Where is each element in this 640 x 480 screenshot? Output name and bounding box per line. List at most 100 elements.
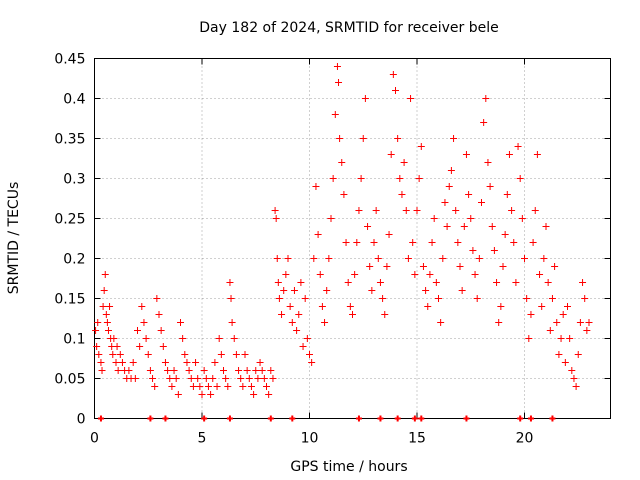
data-point [299, 343, 307, 350]
data-point [349, 311, 356, 318]
y-tick-label: 0.2 [63, 252, 85, 268]
data-point [385, 231, 393, 238]
baseline-marker [147, 415, 154, 422]
data-point [531, 207, 539, 214]
baseline-marker [394, 415, 401, 422]
data-point [134, 327, 141, 334]
data-point [194, 375, 202, 382]
data-point [278, 311, 286, 318]
data-point [267, 367, 275, 374]
y-tick-label: 0.1 [63, 332, 85, 348]
data-point [467, 215, 475, 222]
data-point [260, 375, 268, 382]
data-point [213, 383, 221, 390]
data-point [366, 263, 374, 270]
data-point [228, 319, 236, 326]
data-point [125, 367, 133, 374]
data-point [546, 327, 554, 334]
data-point [512, 279, 520, 286]
data-point [458, 287, 466, 294]
data-point [220, 367, 227, 374]
data-point [187, 375, 195, 382]
data-point [113, 343, 121, 350]
data-point [566, 335, 574, 342]
data-point [387, 151, 395, 158]
data-point [364, 223, 372, 230]
data-point [555, 351, 563, 358]
data-point [389, 71, 397, 78]
data-point [142, 335, 150, 342]
data-point [293, 327, 301, 334]
data-point [400, 159, 408, 166]
data-point [359, 135, 367, 142]
x-tick-label: 15 [408, 431, 426, 447]
data-point [222, 375, 230, 382]
y-tick-label: 0.3 [63, 172, 85, 188]
data-point [559, 311, 567, 318]
data-point [497, 303, 505, 310]
data-point [155, 311, 163, 318]
data-point [342, 239, 350, 246]
y-tick-label: 0.35 [54, 132, 85, 148]
data-point [92, 327, 100, 334]
data-point [118, 359, 126, 366]
data-point [372, 207, 380, 214]
data-point [183, 359, 191, 366]
data-point [314, 231, 322, 238]
data-point [583, 327, 591, 334]
data-point [353, 239, 361, 246]
data-point [166, 375, 174, 382]
data-point [335, 79, 343, 86]
data-point [243, 367, 251, 374]
y-tick-label: 0.4 [63, 92, 85, 108]
data-point [272, 215, 280, 222]
data-point [103, 319, 111, 326]
baseline-markers [97, 415, 556, 422]
data-point [392, 87, 399, 94]
data-point [344, 279, 352, 286]
data-point [116, 351, 124, 358]
data-point [499, 263, 507, 270]
data-point [336, 135, 344, 142]
data-point [226, 279, 234, 286]
data-point [422, 287, 430, 294]
data-point [510, 239, 518, 246]
baseline-marker [201, 415, 208, 422]
data-point [318, 303, 326, 310]
data-point [252, 367, 260, 374]
data-point [424, 303, 432, 310]
data-point [333, 63, 341, 70]
data-point [538, 303, 546, 310]
data-point [447, 167, 455, 174]
data-point [323, 287, 331, 294]
baseline-marker [355, 415, 362, 422]
data-point [102, 311, 110, 318]
data-point [574, 351, 582, 358]
y-axis-label: SRMTID / TECUs [6, 182, 22, 295]
data-point [181, 351, 189, 358]
data-point [280, 287, 288, 294]
data-point [394, 135, 402, 142]
data-point [503, 191, 511, 198]
data-point [357, 175, 365, 182]
axis-ticks: 0 0.05 0.1 0.15 0.2 0.25 0.3 0.35 0.4 0.45 0 5 10 15 2… [54, 52, 611, 447]
data-point [493, 279, 501, 286]
data-point [351, 271, 359, 278]
data-point [568, 367, 576, 374]
data-point [443, 223, 451, 230]
data-point [286, 303, 294, 310]
data-point [232, 351, 240, 358]
baseline-marker [226, 415, 233, 422]
data-point [308, 359, 316, 366]
data-point [316, 271, 324, 278]
data-point [415, 175, 423, 182]
data-point [146, 367, 154, 374]
data-point [514, 143, 522, 150]
data-point [478, 199, 485, 206]
data-point [452, 207, 460, 214]
data-point [138, 303, 146, 310]
data-point [209, 375, 217, 382]
x-axis-label: GPS time / hours [290, 459, 407, 475]
data-point [533, 151, 541, 158]
